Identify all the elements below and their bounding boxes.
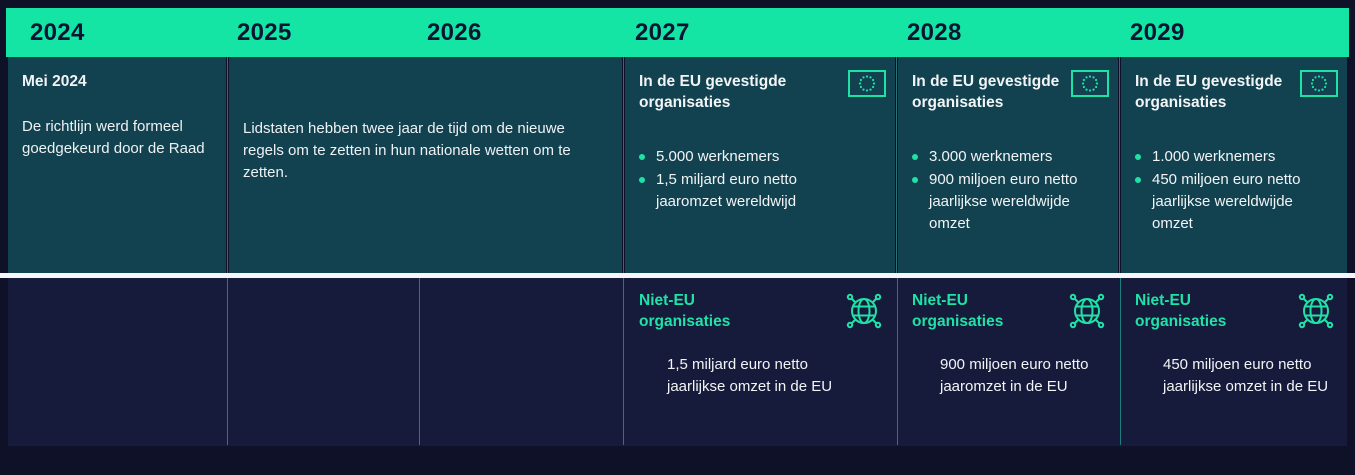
cell-eu-2027: In de EU gevestigde organisaties 5.000 w… (625, 57, 895, 273)
eu-criteria-list: 5.000 werknemers 1,5 miljard euro netto … (639, 146, 881, 213)
bullet-dot-icon (912, 154, 918, 160)
non-eu-cell-title: Niet-EU organisaties (639, 292, 731, 330)
year-label-2029: 2029 (1130, 19, 1185, 46)
list-item: 900 miljoen euro netto jaarlijkse wereld… (912, 169, 1104, 235)
eu-criteria-list: 1.000 werknemers 450 miljoen euro netto … (1135, 146, 1333, 235)
approved-body: De richtlijn werd formeel goedgekeurd do… (22, 118, 205, 157)
bullet-dot-icon (1135, 154, 1141, 160)
year-label-2024: 2024 (30, 19, 85, 46)
eu-cell-title: In de EU gevestigde organisaties (1135, 73, 1283, 111)
globe-network-icon (842, 289, 886, 333)
list-item: 1,5 miljard euro netto jaaromzet wereldw… (639, 169, 881, 213)
cell-non-eu-2027: Niet-EU organisaties 1,5 miljard euro ne… (625, 278, 895, 446)
transposition-body: Lidstaten hebben twee jaar de tijd om de… (243, 120, 571, 181)
column-divider (896, 57, 897, 273)
year-label-2025: 2025 (237, 19, 292, 46)
list-item: 3.000 werknemers (912, 146, 1104, 168)
eu-criteria-list: 3.000 werknemers 900 miljoen euro netto … (912, 146, 1104, 235)
non-eu-cell-title: Niet-EU organisaties (912, 292, 1004, 330)
approved-title: Mei 2024 (22, 73, 87, 90)
column-divider (623, 278, 624, 445)
globe-network-icon (1065, 289, 1109, 333)
globe-network-icon (1294, 289, 1338, 333)
non-eu-cell-body: 900 miljoen euro netto jaaromzet in de E… (940, 356, 1089, 395)
non-eu-cell-body: 1,5 miljard euro netto jaarlijkse omzet … (667, 356, 833, 395)
eu-cell-title: In de EU gevestigde organisaties (912, 73, 1060, 111)
cell-eu-2028: In de EU gevestigde organisaties 3.000 w… (898, 57, 1118, 273)
list-item: 5.000 werknemers (639, 146, 881, 168)
column-divider (419, 278, 420, 445)
year-label-2027: 2027 (635, 19, 690, 46)
cell-approved-2024: Mei 2024 De richtlijn werd formeel goedg… (8, 57, 226, 273)
eu-cell-title: In de EU gevestigde organisaties (639, 73, 787, 111)
column-divider (227, 57, 228, 273)
year-label-2028: 2028 (907, 19, 962, 46)
eu-flag-icon (1300, 70, 1338, 97)
column-divider (623, 57, 624, 273)
column-divider (897, 278, 898, 445)
non-eu-cell-title: Niet-EU organisaties (1135, 292, 1227, 330)
non-eu-section-background (8, 278, 1347, 446)
bullet-dot-icon (639, 154, 645, 160)
non-eu-cell-body: 450 miljoen euro netto jaarlijkse omzet … (1163, 356, 1329, 395)
cell-transposition-2025-2026: Lidstaten hebben twee jaar de tijd om de… (229, 57, 622, 273)
bullet-dot-icon (639, 177, 645, 183)
cell-eu-2029: In de EU gevestigde organisaties 1.000 w… (1121, 57, 1347, 273)
cell-non-eu-2029: Niet-EU organisaties 450 miljoen euro ne… (1121, 278, 1347, 446)
section-separator-line (0, 273, 1355, 278)
timeline-header: 2024 2025 2026 2027 2028 2029 (6, 8, 1349, 57)
eu-flag-icon (848, 70, 886, 97)
cell-non-eu-2028: Niet-EU organisaties 900 miljoen euro ne… (898, 278, 1118, 446)
column-divider (227, 278, 228, 445)
column-divider (1120, 278, 1121, 445)
bullet-dot-icon (912, 177, 918, 183)
bullet-dot-icon (1135, 177, 1141, 183)
list-item: 450 miljoen euro netto jaarlijkse wereld… (1135, 169, 1333, 235)
eu-flag-icon (1071, 70, 1109, 97)
list-item: 1.000 werknemers (1135, 146, 1333, 168)
column-divider (1119, 57, 1120, 273)
year-label-2026: 2026 (427, 19, 482, 46)
